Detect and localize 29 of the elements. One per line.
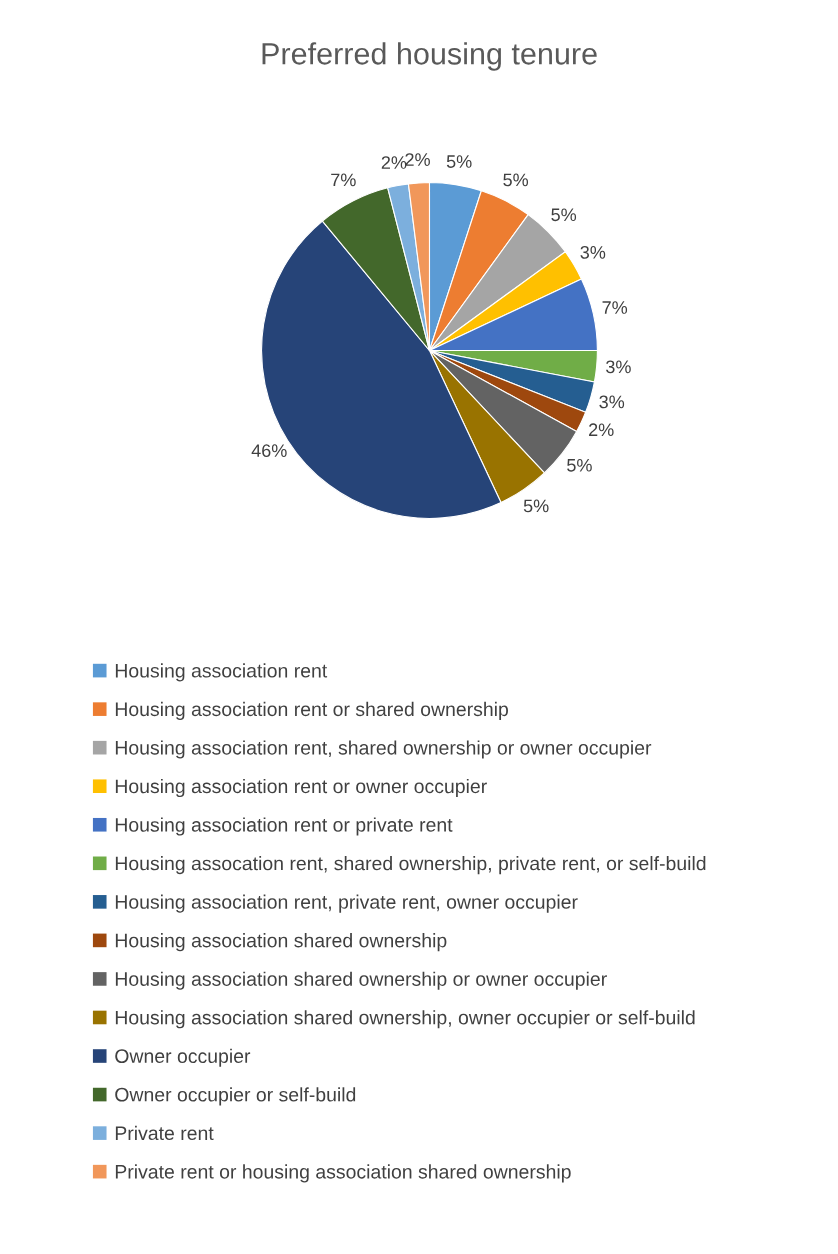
chart-title: Preferred housing tenure — [262, 42, 597, 71]
legend-label: Private rent or housing association shared ownership — [115, 1164, 571, 1183]
data-label: 3% — [580, 245, 606, 259]
legend-label: Housing association shared ownership — [115, 933, 447, 952]
legend-label: Housing association rent or shared ownership — [115, 701, 508, 720]
data-label: 5% — [567, 458, 592, 472]
legend-label: Housing association rent, shared ownership or owner occupier — [115, 740, 652, 759]
legend-label: Owner occupier or self-build — [115, 1087, 356, 1106]
data-label: 5% — [446, 155, 472, 168]
data-label: 46% — [251, 444, 287, 458]
legend-label: Housing assocation rent, shared ownership, private rent, or self-build — [115, 856, 706, 875]
data-label: 2% — [589, 423, 614, 437]
legend-label: Housing association rent — [115, 663, 328, 682]
legend-label: Owner occupier — [115, 1048, 251, 1067]
data-label: 2% — [405, 153, 430, 166]
data-label: 3% — [606, 360, 631, 374]
legend-label: Housing association rent or private rent — [115, 817, 453, 836]
legend-label: Housing association shared ownership, owner occupier or self-build — [115, 1010, 695, 1029]
data-label: 5% — [523, 499, 549, 513]
data-label: 5% — [551, 208, 577, 222]
legend-label: Private rent — [115, 1125, 214, 1141]
data-label: 7% — [602, 301, 628, 314]
legend-label: Housing association rent, private rent, owner occupier — [115, 894, 578, 913]
legend-label: Housing association shared ownership or owner occupier — [115, 971, 607, 990]
legend-label: Housing association rent or owner occupier — [115, 778, 487, 798]
data-label: 7% — [331, 173, 356, 187]
data-label: 2% — [381, 156, 407, 169]
data-label: 3% — [599, 395, 625, 409]
data-label: 5% — [503, 173, 529, 187]
